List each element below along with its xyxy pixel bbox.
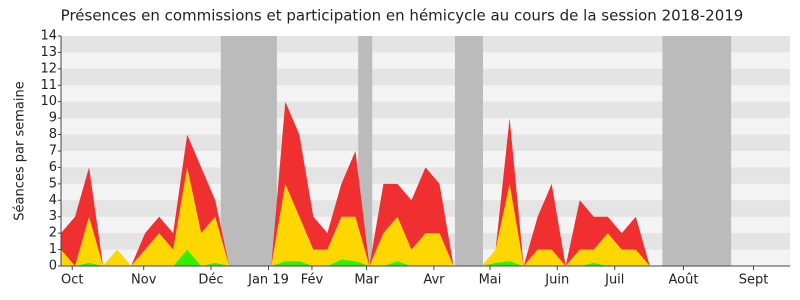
vacation-band xyxy=(662,36,732,266)
y-tick-label: 11 xyxy=(40,78,57,93)
y-tick-label: 7 xyxy=(49,144,57,159)
x-tick-label: Nov xyxy=(131,273,157,288)
x-tick-label: Fév xyxy=(301,273,324,288)
y-tick-label: 14 xyxy=(40,29,57,44)
y-tick-label: 1 xyxy=(49,242,57,257)
x-tick-label: Déc xyxy=(198,273,223,288)
x-tick-label: Oct xyxy=(61,273,83,288)
y-tick-label: 2 xyxy=(49,226,57,241)
area xyxy=(61,101,650,266)
area xyxy=(61,249,650,266)
x-tick-label: Juil xyxy=(604,273,624,288)
y-axis-label: Séances par semaine xyxy=(13,81,28,220)
vacation-band xyxy=(454,36,483,266)
y-tick-label: 4 xyxy=(49,193,57,208)
x-tick-label: Mar xyxy=(354,273,379,288)
x-tick-label: Sept xyxy=(739,273,769,288)
x-tick-label: Avr xyxy=(423,273,445,288)
x-tick-label: Août xyxy=(668,273,698,288)
y-tick-label: 10 xyxy=(40,94,57,109)
y-tick-label: 9 xyxy=(49,111,57,126)
y-tick-label: 3 xyxy=(49,209,57,224)
y-tick-label: 5 xyxy=(49,176,57,191)
vacation-band xyxy=(220,36,277,266)
y-tick-label: 12 xyxy=(40,61,57,76)
y-tick-label: 0 xyxy=(49,259,57,274)
area xyxy=(61,167,650,266)
y-tick-label: 13 xyxy=(40,45,57,60)
y-tick-label: 8 xyxy=(49,127,57,142)
y-tick-label: 6 xyxy=(49,160,57,175)
x-tick-label: Juin xyxy=(544,273,569,288)
x-tick-label: Mai xyxy=(479,273,502,288)
x-tick-label: Jan 19 xyxy=(247,273,289,288)
chart-title: Présences en commissions et participatio… xyxy=(61,7,744,25)
